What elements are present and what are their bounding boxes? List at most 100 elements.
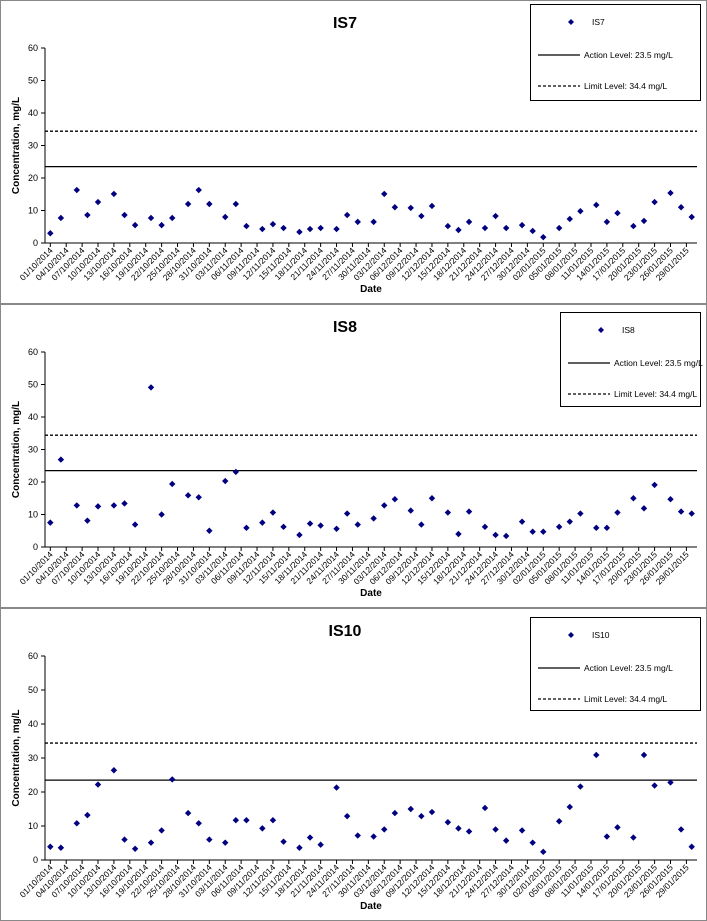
- data-point: [343, 211, 351, 219]
- data-point: [222, 477, 229, 485]
- x-axis-label: Date: [360, 901, 382, 912]
- y-tick-label: 20: [28, 787, 38, 797]
- data-point: [57, 214, 65, 222]
- data-point: [195, 186, 202, 194]
- y-tick-label: 50: [28, 76, 38, 86]
- y-tick-label: 40: [28, 719, 38, 729]
- data-point: [232, 468, 240, 476]
- legend-label: IS10: [592, 630, 610, 640]
- data-point: [259, 519, 266, 526]
- data-point: [110, 767, 118, 774]
- data-point: [147, 384, 155, 391]
- y-tick-label: 0: [33, 542, 38, 552]
- data-point: [518, 221, 526, 229]
- data-point: [280, 224, 287, 232]
- data-point: [418, 212, 425, 220]
- data-point: [391, 204, 399, 211]
- data-point: [603, 218, 611, 226]
- data-point: [455, 825, 462, 832]
- legend-label: Limit Level: 34.4 mg/L: [584, 81, 667, 91]
- data-point: [259, 225, 266, 233]
- data-point: [222, 213, 229, 221]
- chart-title: IS8: [333, 319, 357, 336]
- data-point: [518, 518, 526, 525]
- y-tick-label: 30: [28, 753, 38, 763]
- y-tick-label: 20: [28, 173, 38, 183]
- data-point: [677, 508, 685, 515]
- data-point: [614, 509, 621, 516]
- data-point: [555, 818, 563, 825]
- data-point: [407, 204, 414, 212]
- data-point: [121, 211, 128, 219]
- data-point: [455, 226, 462, 234]
- data-point: [121, 500, 128, 507]
- data-point: [296, 228, 303, 236]
- y-axis-label: Concentration, mg/L: [11, 709, 22, 806]
- data-point: [577, 207, 584, 215]
- y-tick-label: 20: [28, 477, 38, 487]
- y-axis-label: Concentration, mg/L: [11, 401, 22, 498]
- data-point: [481, 224, 489, 232]
- data-point: [540, 528, 547, 535]
- y-tick-label: 50: [28, 685, 38, 695]
- y-tick-label: 60: [28, 43, 38, 53]
- data-point: [259, 825, 266, 832]
- data-point: [94, 503, 102, 510]
- chart-title: IS7: [333, 15, 357, 32]
- data-point: [47, 843, 54, 850]
- data-point: [131, 221, 139, 229]
- data-point: [651, 481, 658, 489]
- data-point: [232, 200, 240, 208]
- data-point: [492, 212, 499, 220]
- data-point: [110, 190, 118, 198]
- data-point: [555, 224, 563, 232]
- data-point: [57, 456, 65, 463]
- data-point: [577, 783, 584, 790]
- data-point: [57, 844, 65, 851]
- data-point: [306, 834, 314, 841]
- data-point: [222, 839, 229, 846]
- y-tick-label: 30: [28, 445, 38, 455]
- data-point: [614, 209, 621, 217]
- data-point: [667, 496, 674, 503]
- data-point: [206, 200, 213, 208]
- data-point: [444, 222, 452, 230]
- data-point: [529, 839, 536, 846]
- data-point: [640, 751, 648, 759]
- data-point: [630, 495, 637, 502]
- data-point: [158, 221, 165, 229]
- data-point: [84, 811, 91, 819]
- data-point: [296, 844, 303, 851]
- data-point: [169, 480, 176, 488]
- data-point: [651, 198, 658, 206]
- data-point: [566, 215, 573, 223]
- legend-label: Action Level: 23.5 mg/L: [614, 358, 703, 368]
- legend-label: Action Level: 23.5 mg/L: [584, 663, 673, 673]
- legend-label: Limit Level: 34.4 mg/L: [584, 694, 667, 704]
- data-point: [73, 502, 81, 509]
- data-point: [169, 214, 176, 222]
- data-point: [455, 530, 462, 538]
- legend-marker: [568, 19, 574, 25]
- data-point: [94, 198, 102, 206]
- chart-title: IS10: [329, 623, 362, 640]
- data-point: [184, 492, 192, 499]
- data-point: [243, 222, 250, 230]
- data-point: [540, 848, 547, 856]
- y-tick-label: 0: [33, 238, 38, 248]
- data-point: [465, 218, 473, 226]
- data-point: [667, 779, 674, 786]
- data-point: [640, 505, 648, 512]
- legend-marker: [598, 327, 604, 333]
- y-tick-label: 50: [28, 380, 38, 390]
- data-point: [465, 508, 473, 515]
- data-point: [317, 224, 324, 232]
- data-point: [110, 502, 118, 509]
- data-point: [614, 824, 621, 831]
- data-point: [502, 224, 510, 232]
- data-point: [640, 217, 648, 225]
- data-point: [688, 843, 695, 850]
- x-axis-label: Date: [360, 588, 382, 599]
- data-point: [407, 805, 414, 813]
